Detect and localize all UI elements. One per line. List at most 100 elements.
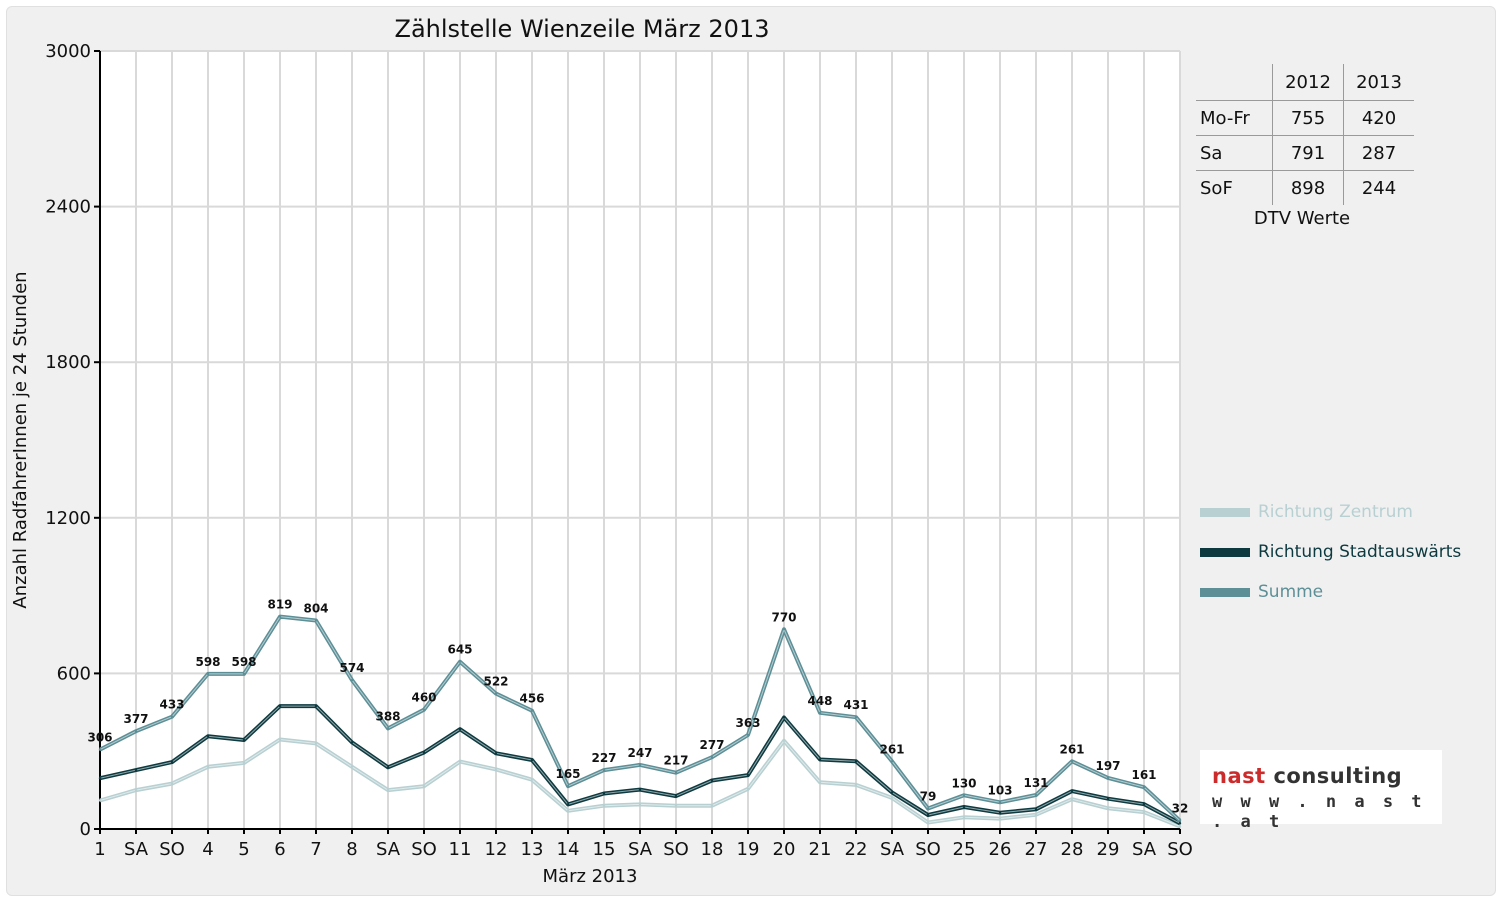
data-point: [1034, 808, 1038, 811]
data-label: 819: [267, 598, 292, 612]
data-point: [1142, 786, 1146, 789]
data-label: 645: [447, 643, 472, 657]
data-point: [674, 804, 678, 807]
x-tick-label: 15: [593, 839, 616, 860]
x-tick-label: 29: [1097, 839, 1120, 860]
y-tick-label: 3000: [45, 41, 91, 62]
data-point: [602, 768, 606, 772]
dtv-header-corner: [1196, 64, 1273, 101]
legend-label: Richtung Stadtauswärts: [1258, 542, 1462, 562]
data-label: 165: [555, 767, 580, 781]
data-point: [278, 738, 282, 741]
data-label: 306: [87, 731, 112, 745]
data-point: [710, 779, 714, 782]
data-label: 388: [375, 709, 400, 723]
data-point: [566, 809, 570, 813]
data-point: [638, 788, 642, 791]
x-tick-label: SA: [376, 839, 401, 860]
logo-brand: nast: [1212, 764, 1266, 788]
x-tick-label: 5: [238, 839, 249, 860]
data-point: [782, 628, 786, 631]
data-point: [602, 804, 606, 807]
y-tick-label: 600: [57, 663, 91, 684]
data-label: 261: [879, 742, 904, 756]
data-point: [962, 805, 966, 809]
legend-swatch: [1200, 547, 1250, 557]
data-point: [926, 821, 930, 824]
data-point: [998, 801, 1002, 804]
x-tick-label: SA: [628, 839, 653, 860]
data-point: [422, 708, 426, 711]
data-label: 103: [987, 783, 1012, 797]
legend-item-zentrum: Richtung Zentrum: [1200, 492, 1461, 532]
x-tick-label: 25: [953, 839, 976, 860]
data-point: [98, 748, 102, 751]
legend-label: Summe: [1258, 582, 1324, 602]
data-point: [134, 788, 138, 792]
data-label: 247: [627, 746, 652, 760]
x-tick-label: SA: [880, 839, 905, 860]
data-point: [1034, 813, 1038, 816]
x-tick-label: SO: [159, 839, 185, 860]
data-point: [818, 711, 822, 715]
data-point: [206, 734, 210, 738]
data-label: 456: [519, 692, 544, 706]
data-label: 32: [1172, 802, 1189, 816]
data-point: [242, 761, 246, 765]
grid: [99, 50, 1181, 830]
x-tick-label: 21: [809, 839, 832, 860]
x-tick-label: SA: [124, 839, 149, 860]
data-point: [782, 739, 786, 743]
data-label: 131: [1023, 776, 1048, 790]
data-point: [962, 816, 966, 819]
dtv-header-2012: 2012: [1272, 64, 1344, 101]
data-point: [494, 768, 498, 771]
x-tick-label: SO: [915, 839, 941, 860]
data-point: [926, 813, 930, 817]
data-point: [494, 692, 498, 695]
data-point: [1070, 797, 1074, 801]
data-point: [98, 776, 102, 780]
data-point: [746, 787, 750, 791]
data-point: [1178, 825, 1182, 828]
dtv-row-label: Sa: [1196, 135, 1273, 171]
dtv-cell: 755: [1272, 100, 1344, 136]
dtv-row: Sa 791 287: [1196, 135, 1414, 171]
dtv-row-label: SoF: [1196, 170, 1273, 205]
data-point: [422, 751, 426, 754]
data-point: [818, 758, 822, 761]
legend-swatch: [1200, 587, 1250, 597]
data-point: [1070, 789, 1074, 793]
data-point: [422, 785, 426, 788]
data-point: [638, 803, 642, 806]
data-point: [206, 765, 210, 768]
data-label: 277: [699, 738, 724, 752]
data-point: [1034, 793, 1038, 797]
data-point: [890, 796, 894, 800]
dtv-caption: DTV Werte: [1253, 208, 1351, 229]
data-point: [818, 781, 822, 784]
x-tick-label: 1: [94, 839, 105, 860]
data-point: [1142, 802, 1146, 806]
series-lines: [98, 614, 1182, 829]
data-point: [1178, 819, 1182, 822]
data-label: 598: [195, 655, 220, 669]
data-point: [386, 766, 390, 769]
data-point: [926, 807, 930, 810]
data-point: [350, 741, 354, 744]
legend: Richtung Zentrum Richtung Stadtauswärts …: [1200, 492, 1461, 612]
data-label: 363: [735, 716, 760, 730]
data-point: [494, 752, 498, 755]
data-point: [1178, 822, 1182, 825]
nast-consulting-logo: nast consulting w w w . n a s t . a t: [1200, 750, 1442, 832]
x-tick-label: 26: [989, 839, 1012, 860]
data-point: [998, 811, 1002, 814]
x-tick-label: 8: [346, 839, 357, 860]
data-point: [638, 763, 642, 767]
dtv-row: Mo-Fr 755 420: [1196, 100, 1414, 136]
x-tick-label: 11: [449, 839, 472, 860]
dtv-row-label: Mo-Fr: [1196, 100, 1273, 136]
x-tick-label: 4: [202, 839, 213, 860]
data-point: [854, 716, 858, 719]
data-point: [674, 794, 678, 798]
